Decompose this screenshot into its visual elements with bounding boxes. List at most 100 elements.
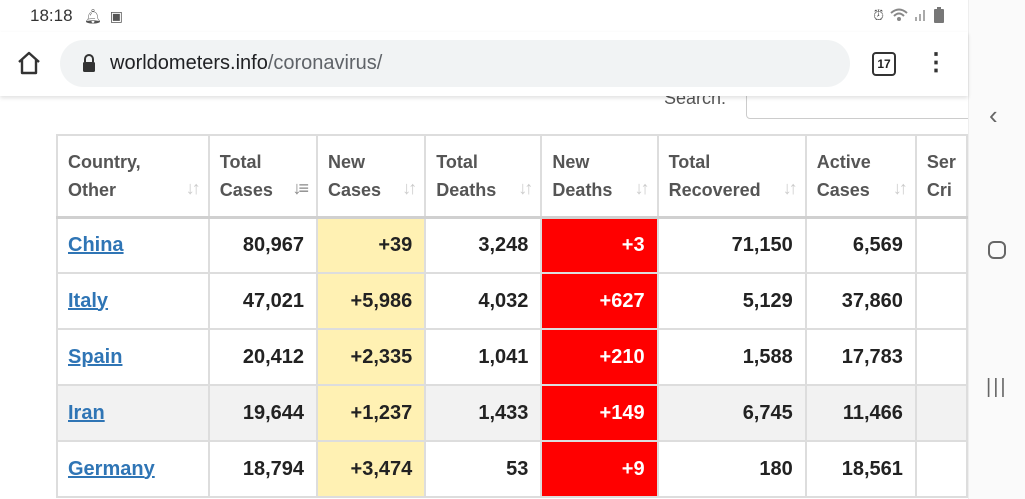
status-icons-left: 🔔︎ ▣ <box>84 7 123 25</box>
total-recovered-cell: 1,588 <box>656 328 807 386</box>
sort-icon: ↓↑ <box>402 177 417 198</box>
total-recovered-cell: 71,150 <box>656 216 807 274</box>
total-recovered-cell: 6,745 <box>656 384 807 442</box>
header-total-cases-line1: Total <box>219 151 262 172</box>
url-domain: worldometers.info <box>110 52 268 74</box>
notification-icon: ▣ <box>109 8 124 24</box>
wifi-icon <box>890 8 908 21</box>
total-cases-cell: 18,794 <box>207 440 319 498</box>
status-icons-right: ⏰︎ <box>873 6 944 24</box>
address-bar[interactable]: worldometers.info/coronavirus/ <box>60 40 850 87</box>
header-total-recovered[interactable]: Total Recovered ↓↑ <box>656 134 807 219</box>
header-new-deaths-line2: Deaths <box>552 179 613 200</box>
coronavirus-table: Country, Other ↓↑ Total Cases ↓≡ New Cases ↓↑ … <box>56 134 968 498</box>
country-link[interactable]: Italy <box>68 289 109 312</box>
total-deaths-cell: 1,433 <box>424 384 543 442</box>
table-header-row: Country, Other ↓↑ Total Cases ↓≡ New Cases ↓↑ … <box>56 134 968 219</box>
back-icon[interactable]: ‹ <box>989 100 998 130</box>
sort-icon: ↓↑ <box>185 177 201 198</box>
country-cell: Germany <box>56 440 210 498</box>
total-cases-cell: 80,967 <box>207 216 319 274</box>
serious-critical-cell <box>914 216 968 274</box>
lock-icon <box>83 54 95 72</box>
header-active-cases[interactable]: Active Cases ↓↑ <box>804 134 917 219</box>
status-time: 18:18 <box>30 6 73 25</box>
header-active-cases-line2: Cases <box>816 179 870 200</box>
total-recovered-cell: 180 <box>656 440 807 498</box>
signal-icon <box>915 10 925 21</box>
recent-apps-icon[interactable]: ||| <box>986 376 1008 398</box>
new-cases-cell: +2,335 <box>316 328 427 386</box>
sort-desc-icon: ↓≡ <box>292 177 309 198</box>
status-bar: 18:18 🔔︎ ▣ ⏰︎ <box>0 0 968 32</box>
android-nav-bar: ‹ ||| <box>968 0 1025 499</box>
page-content: Search: Country, Other ↓↑ Total Cases ↓≡ New… <box>0 96 968 499</box>
new-deaths-cell: +3 <box>540 216 659 274</box>
total-deaths-cell: 1,041 <box>424 328 543 386</box>
header-total-recovered-line2: Recovered <box>668 179 761 200</box>
header-serious-line2: Cri <box>926 179 952 200</box>
home-icon[interactable] <box>14 48 44 78</box>
sort-icon: ↓↑ <box>892 177 908 198</box>
header-total-deaths-line1: Total <box>436 151 478 172</box>
search-label: Search: <box>664 96 727 108</box>
active-cases-cell: 6,569 <box>804 216 917 274</box>
total-cases-cell: 47,021 <box>207 272 319 330</box>
header-new-cases-line1: New <box>328 151 366 172</box>
new-deaths-cell: +149 <box>540 384 659 442</box>
url-text: worldometers.info/coronavirus/ <box>110 52 382 75</box>
new-deaths-cell: +9 <box>540 440 659 498</box>
header-total-cases-line2: Cases <box>219 179 273 200</box>
table-row: Spain 20,412 +2,335 1,041 +210 1,588 17,… <box>56 328 968 386</box>
tab-switcher-button[interactable]: 17 <box>872 52 896 76</box>
new-deaths-cell: +210 <box>540 328 659 386</box>
battery-icon <box>934 7 944 23</box>
total-cases-cell: 20,412 <box>207 328 319 386</box>
active-cases-cell: 11,466 <box>804 384 917 442</box>
home-button-icon[interactable] <box>988 241 1006 259</box>
country-cell: Italy <box>56 272 210 330</box>
sort-icon: ↓↑ <box>518 177 533 198</box>
header-country[interactable]: Country, Other ↓↑ <box>56 134 210 219</box>
country-cell: Iran <box>56 384 210 442</box>
header-country-line2: Other <box>68 179 117 200</box>
header-new-cases[interactable]: New Cases ↓↑ <box>316 134 427 219</box>
sort-icon: ↓↑ <box>634 177 650 198</box>
new-deaths-cell: +627 <box>540 272 659 330</box>
header-new-deaths-line1: New <box>552 151 590 172</box>
table-row: Germany 18,794 +3,474 53 +9 180 18,561 <box>56 440 968 498</box>
new-cases-cell: +5,986 <box>316 272 427 330</box>
total-cases-cell: 19,644 <box>207 384 319 442</box>
url-path: /coronavirus/ <box>267 52 383 74</box>
search-input[interactable] <box>746 96 968 119</box>
header-total-cases[interactable]: Total Cases ↓≡ <box>207 134 319 219</box>
total-deaths-cell: 4,032 <box>424 272 543 330</box>
alarm-icon: ⏰︎ <box>873 7 884 23</box>
new-cases-cell: +1,237 <box>316 384 427 442</box>
country-cell: China <box>56 216 210 274</box>
serious-critical-cell <box>914 384 968 442</box>
new-cases-cell: +3,474 <box>316 440 427 498</box>
header-serious-critical[interactable]: Ser Cri <box>914 134 968 219</box>
active-cases-cell: 37,860 <box>804 272 917 330</box>
serious-critical-cell <box>914 440 968 498</box>
header-total-recovered-line1: Total <box>668 151 711 172</box>
country-cell: Spain <box>56 328 210 386</box>
header-total-deaths[interactable]: Total Deaths ↓↑ <box>424 134 543 219</box>
total-deaths-cell: 3,248 <box>424 216 543 274</box>
browser-toolbar: worldometers.info/coronavirus/ 17 ⋮ <box>0 32 968 96</box>
more-menu-icon[interactable]: ⋮ <box>924 49 948 76</box>
new-cases-cell: +39 <box>316 216 427 274</box>
active-cases-cell: 17,783 <box>804 328 917 386</box>
header-country-line1: Country, <box>68 151 141 172</box>
country-link[interactable]: China <box>68 233 124 256</box>
header-new-cases-line2: Cases <box>328 179 382 200</box>
country-link[interactable]: Spain <box>68 345 123 368</box>
country-link[interactable]: Iran <box>68 401 105 424</box>
header-active-cases-line1: Active <box>816 151 871 172</box>
table-row: Iran 19,644 +1,237 1,433 +149 6,745 11,4… <box>56 384 968 442</box>
country-link[interactable]: Germany <box>68 457 155 480</box>
header-new-deaths[interactable]: New Deaths ↓↑ <box>540 134 659 219</box>
header-total-deaths-line2: Deaths <box>436 179 497 200</box>
table-row: China 80,967 +39 3,248 +3 71,150 6,569 <box>56 216 968 274</box>
